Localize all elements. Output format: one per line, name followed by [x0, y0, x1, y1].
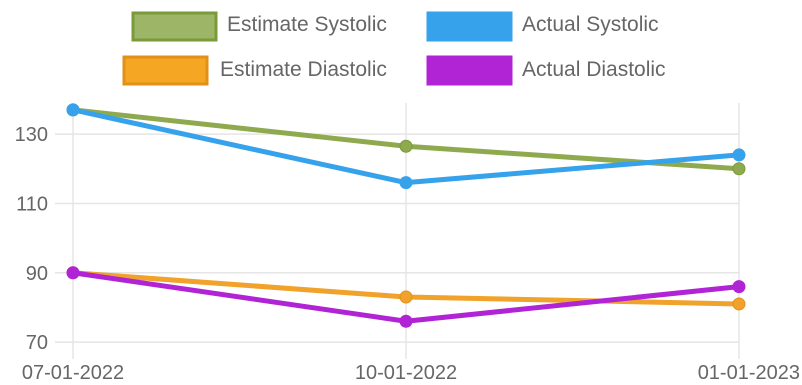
data-point[interactable]: [399, 139, 413, 153]
legend-item-actual-systolic[interactable]: Actual Systolic: [426, 11, 659, 42]
data-point[interactable]: [399, 176, 413, 190]
data-point[interactable]: [66, 103, 80, 117]
x-tick-label: 01-01-2023: [698, 362, 800, 384]
x-tick-label: 10-01-2022: [355, 362, 457, 384]
series-actual-systolic: [66, 103, 746, 190]
y-axis: 70 90 110 130: [15, 124, 48, 354]
y-tick-label: 90: [26, 263, 48, 285]
legend-label: Estimate Systolic: [227, 13, 387, 36]
data-point[interactable]: [732, 280, 746, 294]
data-point[interactable]: [732, 148, 746, 162]
chart-series: [66, 103, 746, 328]
x-axis: 07-01-2022 10-01-2022 01-01-2023: [22, 362, 800, 384]
legend-item-estimate-diastolic[interactable]: Estimate Diastolic: [122, 55, 387, 86]
legend-item-actual-diastolic[interactable]: Actual Diastolic: [426, 55, 666, 86]
y-tick-label: 110: [16, 193, 48, 215]
legend-swatch: [131, 11, 218, 42]
chart-legend: Estimate Systolic Actual Systolic Estimate…: [122, 11, 666, 86]
legend-label: Actual Diastolic: [522, 58, 666, 81]
legend-item-estimate-systolic[interactable]: Estimate Systolic: [131, 11, 387, 42]
data-point[interactable]: [732, 162, 746, 176]
data-point[interactable]: [399, 314, 413, 328]
legend-swatch: [122, 55, 209, 86]
legend-label: Actual Systolic: [522, 13, 659, 36]
legend-label: Estimate Diastolic: [220, 58, 387, 81]
series-actual-diastolic: [66, 266, 746, 328]
data-point[interactable]: [732, 297, 746, 311]
y-tick-label: 70: [26, 332, 48, 354]
x-tick-label: 07-01-2022: [22, 362, 124, 384]
data-point[interactable]: [66, 266, 80, 280]
legend-swatch: [426, 55, 513, 86]
data-point[interactable]: [399, 290, 413, 304]
chart-grid: [55, 103, 740, 359]
legend-swatch: [426, 11, 513, 42]
y-tick-label: 130: [15, 124, 48, 146]
